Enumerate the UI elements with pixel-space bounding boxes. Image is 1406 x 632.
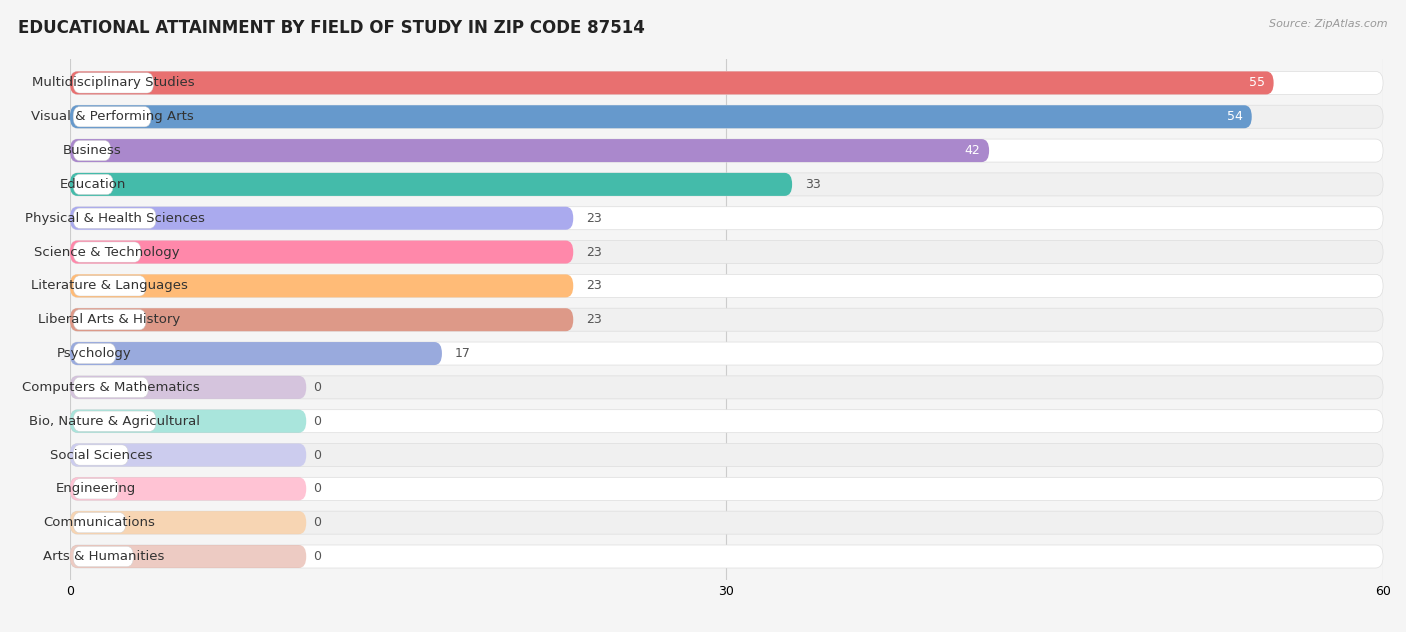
FancyBboxPatch shape — [73, 276, 146, 296]
FancyBboxPatch shape — [70, 106, 1384, 128]
FancyBboxPatch shape — [70, 106, 1251, 128]
Text: Business: Business — [63, 144, 121, 157]
FancyBboxPatch shape — [73, 107, 150, 127]
Text: 0: 0 — [312, 516, 321, 529]
FancyBboxPatch shape — [73, 478, 118, 499]
FancyBboxPatch shape — [70, 376, 1384, 399]
Text: Physical & Health Sciences: Physical & Health Sciences — [25, 212, 204, 225]
FancyBboxPatch shape — [70, 173, 1384, 196]
FancyBboxPatch shape — [70, 308, 1384, 331]
Text: 55: 55 — [1249, 76, 1265, 89]
FancyBboxPatch shape — [70, 139, 988, 162]
Text: 17: 17 — [456, 347, 471, 360]
Text: Bio, Nature & Agricultural: Bio, Nature & Agricultural — [30, 415, 200, 428]
FancyBboxPatch shape — [70, 173, 792, 196]
FancyBboxPatch shape — [73, 377, 149, 398]
FancyBboxPatch shape — [70, 241, 1384, 264]
Text: Social Sciences: Social Sciences — [49, 449, 152, 461]
Text: 0: 0 — [312, 550, 321, 563]
FancyBboxPatch shape — [73, 513, 127, 533]
Text: Science & Technology: Science & Technology — [34, 246, 180, 258]
FancyBboxPatch shape — [70, 410, 307, 433]
Text: 0: 0 — [312, 381, 321, 394]
Text: Communications: Communications — [44, 516, 156, 529]
Text: Engineering: Engineering — [56, 482, 136, 495]
FancyBboxPatch shape — [70, 376, 307, 399]
FancyBboxPatch shape — [70, 477, 1384, 501]
FancyBboxPatch shape — [70, 410, 1384, 433]
Text: 23: 23 — [586, 313, 602, 326]
FancyBboxPatch shape — [70, 207, 574, 229]
FancyBboxPatch shape — [73, 73, 153, 93]
Text: 54: 54 — [1227, 110, 1243, 123]
FancyBboxPatch shape — [70, 342, 441, 365]
FancyBboxPatch shape — [70, 545, 1384, 568]
FancyBboxPatch shape — [73, 208, 156, 228]
FancyBboxPatch shape — [73, 140, 111, 161]
FancyBboxPatch shape — [73, 242, 141, 262]
Text: 33: 33 — [806, 178, 821, 191]
Text: Multidisciplinary Studies: Multidisciplinary Studies — [32, 76, 194, 89]
Text: 23: 23 — [586, 212, 602, 225]
FancyBboxPatch shape — [70, 71, 1274, 94]
FancyBboxPatch shape — [70, 511, 1384, 534]
FancyBboxPatch shape — [70, 308, 574, 331]
FancyBboxPatch shape — [70, 71, 1384, 94]
Text: Education: Education — [60, 178, 127, 191]
FancyBboxPatch shape — [73, 174, 114, 195]
Text: EDUCATIONAL ATTAINMENT BY FIELD OF STUDY IN ZIP CODE 87514: EDUCATIONAL ATTAINMENT BY FIELD OF STUDY… — [18, 19, 645, 37]
Text: 0: 0 — [312, 482, 321, 495]
FancyBboxPatch shape — [70, 241, 574, 264]
FancyBboxPatch shape — [73, 310, 146, 330]
FancyBboxPatch shape — [70, 274, 1384, 298]
FancyBboxPatch shape — [73, 343, 115, 363]
Text: Computers & Mathematics: Computers & Mathematics — [22, 381, 200, 394]
Text: 23: 23 — [586, 246, 602, 258]
FancyBboxPatch shape — [70, 444, 1384, 466]
Text: Psychology: Psychology — [58, 347, 132, 360]
Text: Literature & Languages: Literature & Languages — [31, 279, 188, 293]
FancyBboxPatch shape — [70, 511, 307, 534]
FancyBboxPatch shape — [73, 547, 134, 567]
Text: 42: 42 — [965, 144, 980, 157]
Text: 23: 23 — [586, 279, 602, 293]
Text: Source: ZipAtlas.com: Source: ZipAtlas.com — [1270, 19, 1388, 29]
FancyBboxPatch shape — [70, 477, 307, 501]
Text: Arts & Humanities: Arts & Humanities — [42, 550, 165, 563]
Text: Visual & Performing Arts: Visual & Performing Arts — [31, 110, 194, 123]
FancyBboxPatch shape — [70, 207, 1384, 229]
Text: 0: 0 — [312, 415, 321, 428]
FancyBboxPatch shape — [70, 342, 1384, 365]
FancyBboxPatch shape — [70, 444, 307, 466]
FancyBboxPatch shape — [73, 411, 156, 431]
Text: 0: 0 — [312, 449, 321, 461]
FancyBboxPatch shape — [70, 139, 1384, 162]
FancyBboxPatch shape — [70, 274, 574, 298]
Text: Liberal Arts & History: Liberal Arts & History — [38, 313, 181, 326]
FancyBboxPatch shape — [70, 545, 307, 568]
FancyBboxPatch shape — [73, 445, 128, 465]
